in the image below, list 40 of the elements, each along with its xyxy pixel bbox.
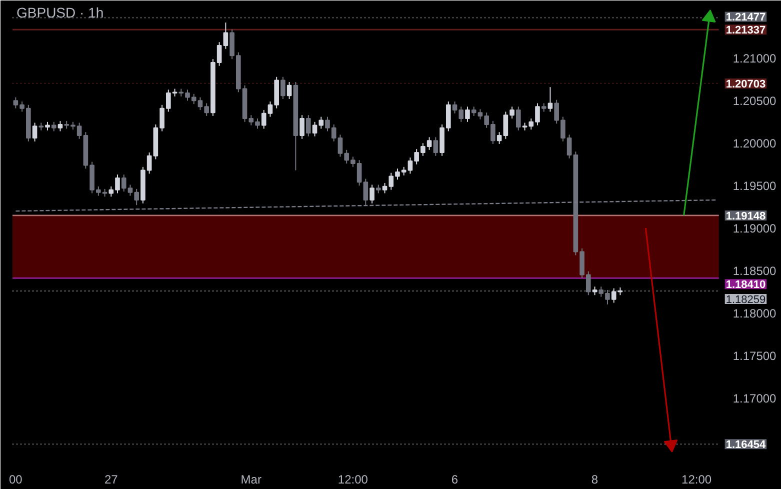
y-tick-label: 1.20500 xyxy=(732,94,777,108)
candlestick xyxy=(433,136,438,156)
candlestick xyxy=(496,132,502,144)
candlestick xyxy=(32,122,38,142)
x-tick-label: 00 xyxy=(9,472,23,486)
ref-line-label: 1.21477 xyxy=(726,12,766,24)
y-tick-label: 1.17500 xyxy=(732,348,777,363)
candlestick xyxy=(516,106,521,131)
candlestick xyxy=(503,111,508,140)
ref-line-label: 1.20703 xyxy=(726,78,766,90)
y-tick-label: 1.18500 xyxy=(732,264,777,278)
candlestick xyxy=(548,86,553,112)
chart-title: GBPUSD · 1h xyxy=(16,4,104,20)
x-tick-label: 12:00 xyxy=(338,472,368,486)
candlestick xyxy=(300,114,304,140)
candlestick xyxy=(280,76,286,100)
candlestick xyxy=(465,106,470,122)
x-tick-label: 8 xyxy=(591,472,598,486)
ref-line-label: 1.18259 xyxy=(726,294,766,306)
candlestick xyxy=(58,120,63,132)
y-tick-label: 1.21000 xyxy=(732,52,777,66)
ref-line-label: 1.16454 xyxy=(726,439,766,452)
candlestick xyxy=(51,121,56,132)
ref-line-label: 1.18410 xyxy=(726,279,766,292)
ref-line-label: 1.19148 xyxy=(726,210,766,222)
y-tick-label: 1.19500 xyxy=(732,179,777,194)
x-tick-label: 27 xyxy=(104,472,118,486)
y-tick-label: 1.18000 xyxy=(732,306,777,320)
x-tick-label: Mar xyxy=(240,472,262,486)
candlestick xyxy=(223,22,228,50)
candlestick xyxy=(370,184,374,204)
candlestick xyxy=(286,82,292,100)
x-tick-label: 6 xyxy=(451,472,458,486)
candlestick xyxy=(510,106,514,120)
y-tick-label: 1.19000 xyxy=(732,222,777,236)
ref-line-label: 1.21337 xyxy=(726,24,766,37)
x-tick-label: 12:00 xyxy=(682,472,712,486)
y-tick-label: 1.17000 xyxy=(732,391,777,406)
candlestick xyxy=(306,114,311,137)
y-tick-label: 1.20000 xyxy=(732,136,777,151)
